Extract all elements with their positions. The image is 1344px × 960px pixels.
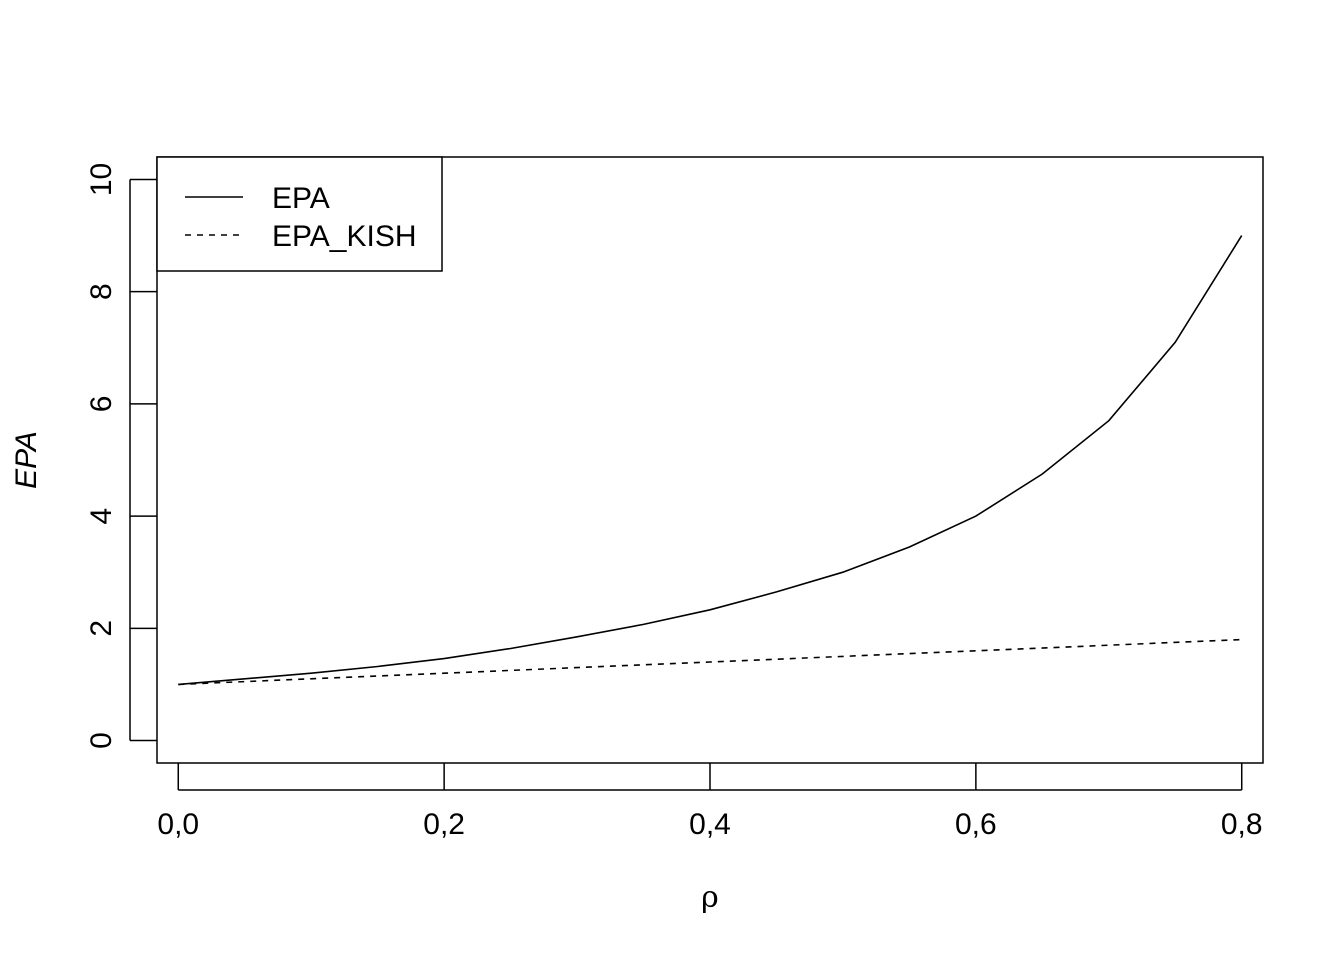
y-tick-label: 6	[85, 396, 118, 413]
series-line-epa-kish	[178, 638, 1242, 686]
legend-label: EPA	[272, 182, 330, 215]
y-axis-label: EPA	[10, 431, 43, 489]
x-tick-label: 0,6	[955, 808, 997, 841]
y-tick-label: 2	[85, 620, 118, 637]
legend-box	[156, 156, 443, 272]
x-tick-label: 0,2	[423, 808, 465, 841]
legend-label: EPA_KISH	[272, 220, 417, 253]
x-axis: 0,0 0,2 0,4 0,6 0,8	[157, 763, 1263, 841]
series-layer	[178, 235, 1243, 686]
x-tick-label: 0,4	[689, 808, 731, 841]
y-tick-label: 8	[85, 283, 118, 300]
y-tick-label: 0	[85, 732, 118, 749]
y-axis: 0 2 4 6 8 10	[85, 163, 157, 749]
y-tick-label: 10	[85, 163, 118, 196]
y-tick-label: 4	[85, 508, 118, 525]
x-tick-label: 0,0	[157, 808, 199, 841]
x-axis-label: ρ	[701, 880, 719, 915]
legend: EPA EPA_KISH	[156, 156, 443, 272]
series-line-epa	[178, 235, 1243, 686]
x-tick-label: 0,8	[1221, 808, 1263, 841]
